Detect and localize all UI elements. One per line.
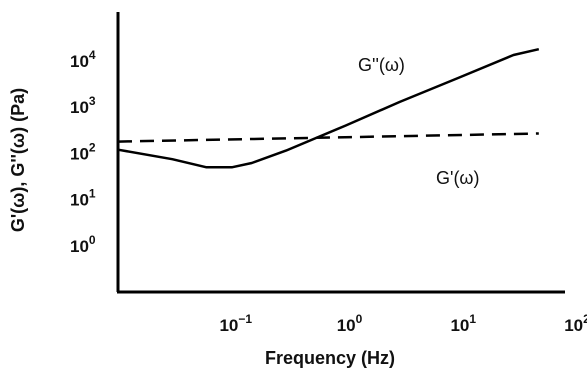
series-label-g-prime: G'(ω) [436, 168, 479, 188]
y-tick-label: 101 [70, 187, 96, 210]
series-label-g-double-prime: G''(ω) [358, 55, 405, 75]
y-tick-label: 100 [70, 233, 96, 256]
x-tick-label: 102 [564, 312, 587, 335]
x-tick-label: 100 [337, 312, 363, 335]
y-axis-label: G'(ω), G''(ω) (Pa) [8, 88, 28, 232]
x-tick-label: 10−1 [219, 312, 252, 335]
x-axis-label: Frequency (Hz) [265, 348, 395, 368]
y-tick-label: 102 [70, 140, 96, 163]
y-tick-label: 104 [70, 48, 96, 71]
series-line-g-prime [117, 132, 539, 143]
y-tick-labels: 100 101 102 103 104 [70, 48, 96, 256]
axes [116, 12, 565, 294]
x-tick-label: 101 [450, 312, 476, 335]
x-tick-labels: 10−1 100 101 102 [219, 312, 587, 335]
y-tick-label: 103 [70, 94, 96, 117]
series-line-g-double-prime [117, 47, 540, 169]
series-layer [117, 47, 540, 169]
